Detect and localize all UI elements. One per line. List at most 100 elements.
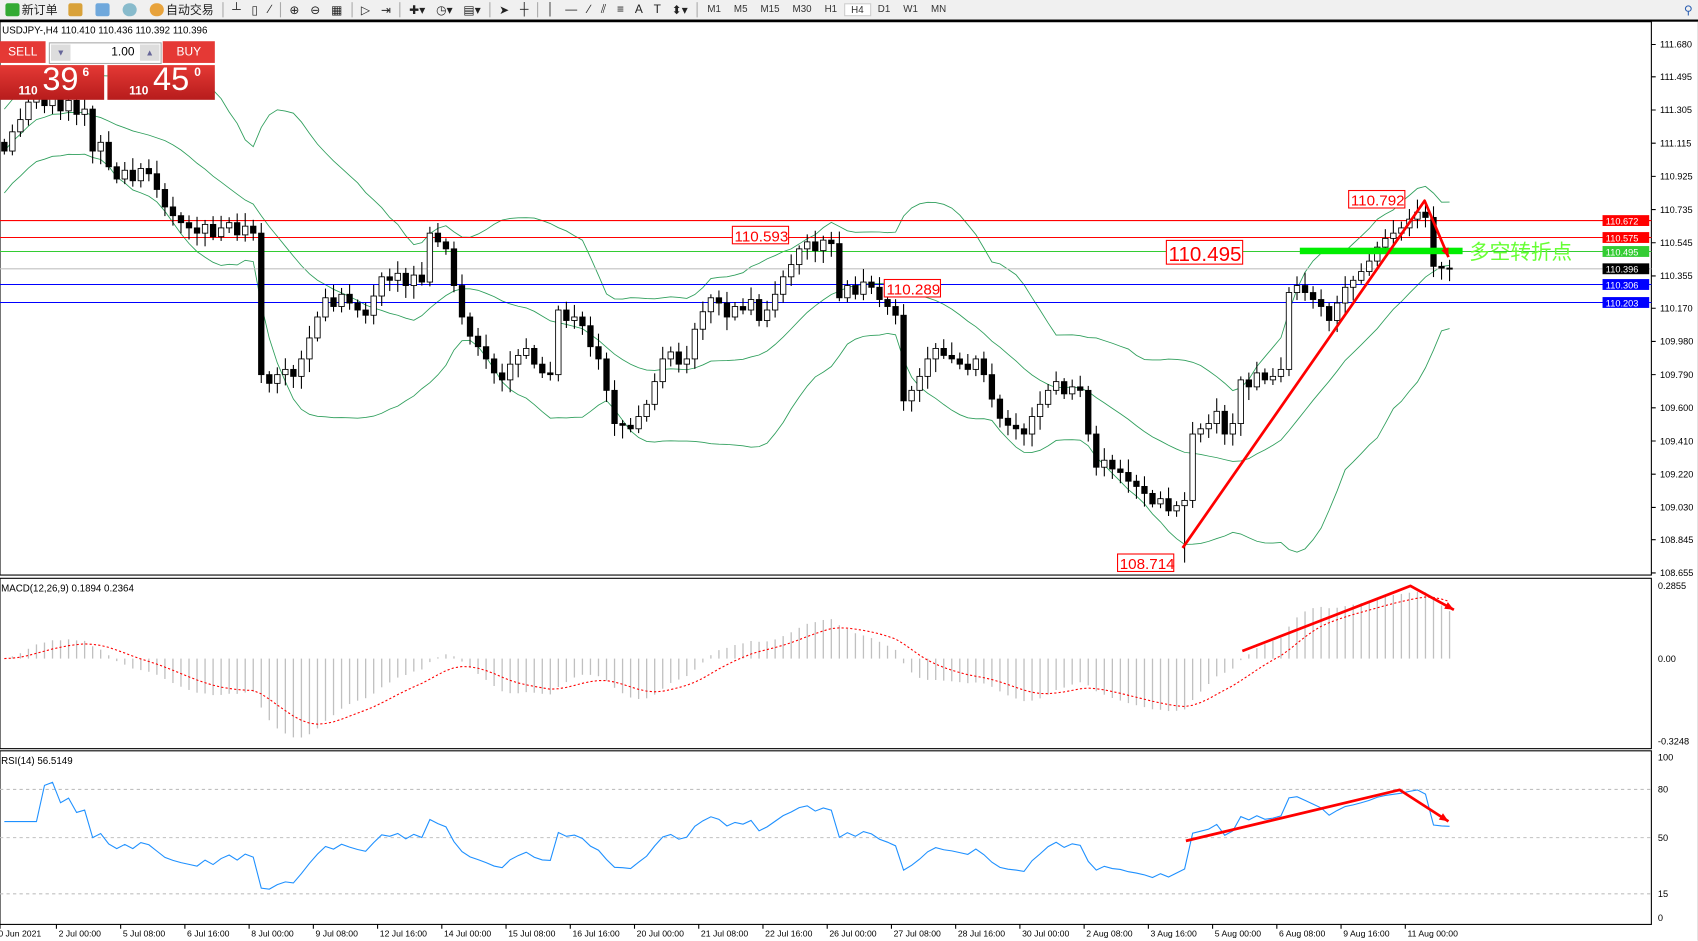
auto-trading-button[interactable]: 自动交易 (144, 1, 219, 18)
candle-body (771, 293, 779, 311)
pivot-annotation: 多空转折点 (1469, 241, 1572, 264)
candle-body (675, 351, 682, 365)
timeframe-h4[interactable]: H4 (843, 3, 872, 17)
timeframe-mn[interactable]: MN (930, 3, 947, 15)
candle (330, 284, 337, 312)
horizontal-line-tool[interactable]: — (565, 3, 578, 17)
candle-body (1125, 472, 1132, 482)
candle (972, 355, 979, 377)
text-label-tool[interactable]: T (653, 3, 661, 17)
candle (683, 345, 690, 374)
time-tick-label: 6 Jul 16:00 (187, 928, 230, 938)
trendline-tool[interactable]: ∕ (587, 3, 590, 17)
candle-body (988, 374, 996, 400)
candle-body (643, 403, 650, 417)
time-tick-label: 30 Jun 2021 (0, 928, 41, 938)
candle-body (89, 108, 96, 152)
candle (1165, 487, 1172, 517)
candle (354, 299, 361, 318)
price-tick-label: 111.680 (1660, 40, 1692, 50)
new-order-icon (5, 3, 20, 17)
timeframe-m15[interactable]: M15 (760, 3, 780, 15)
increase-lot-button[interactable]: ▲ (139, 44, 160, 61)
rsi-tick-label: 80 (1658, 785, 1668, 795)
candle (410, 265, 417, 299)
timeframe-m1[interactable]: M1 (707, 3, 721, 15)
candle-body (755, 299, 763, 321)
candle (619, 420, 626, 439)
periods-button[interactable]: ◷▾ (436, 3, 453, 17)
candlestick-button[interactable]: ▯ (251, 3, 259, 17)
candle (956, 352, 963, 370)
tile-windows-button[interactable]: ▦ (331, 3, 343, 17)
sell-button[interactable]: SELL (0, 41, 46, 63)
candle-body (466, 316, 474, 337)
signals-button[interactable] (117, 1, 144, 18)
macd-signal-line (4, 596, 1450, 725)
auto-trading-icon (149, 3, 164, 17)
candle (771, 281, 779, 318)
chart-shift-button[interactable]: ⇥ (380, 3, 391, 17)
timeframe-m30[interactable]: M30 (792, 3, 812, 15)
channel-tool[interactable]: ⫽ (600, 2, 607, 16)
candle-body (1101, 459, 1108, 468)
sell-price-prefix: 110 (18, 84, 38, 98)
candle (81, 98, 88, 126)
candle (466, 312, 474, 345)
buy-price[interactable]: 110 45 0 (107, 62, 215, 100)
search-icon[interactable]: ⚲ (1683, 3, 1693, 17)
candle-body (780, 276, 787, 295)
bar-chart-button[interactable]: ┴ (232, 3, 241, 17)
candle (603, 352, 610, 402)
history-button[interactable] (63, 1, 90, 18)
timeframe-d1[interactable]: D1 (877, 3, 891, 15)
auto-scroll-button[interactable]: ▷ (360, 3, 371, 17)
candle (643, 399, 650, 422)
candle-body (860, 281, 867, 295)
crosshair-tool[interactable]: ┼ (519, 3, 529, 17)
terminal-button[interactable] (90, 1, 117, 18)
candle-body (667, 351, 674, 360)
price-trend-arrow (1181, 199, 1450, 549)
templates-button[interactable]: ▤▾ (463, 3, 481, 17)
timeframe-w1[interactable]: W1 (903, 3, 918, 15)
sell-price[interactable]: 110 39 6 (0, 62, 105, 100)
candle (290, 364, 297, 388)
candle-body (1036, 403, 1044, 417)
lot-size-field[interactable]: ▼ 1.00 ▲ (48, 42, 162, 65)
bollinger-lower-band (4, 153, 1450, 553)
candle (555, 305, 562, 382)
line-chart-button[interactable]: ∕ (268, 3, 271, 17)
candle (1446, 259, 1453, 282)
candle-body (852, 285, 859, 295)
vertical-line-tool[interactable]: │ (546, 3, 555, 17)
decrease-lot-button[interactable]: ▼ (50, 44, 71, 61)
fibonacci-tool[interactable]: ≡ (617, 3, 624, 17)
price-tick-label: 108.845 (1660, 535, 1693, 545)
zoom-out-button[interactable]: ⊖ (310, 3, 321, 17)
candle (418, 262, 425, 286)
arrows-tool[interactable]: ⬍▾ (671, 3, 688, 17)
candle (563, 301, 570, 329)
candle-body (1061, 381, 1068, 395)
timeframe-h1[interactable]: H1 (824, 3, 838, 15)
candle-body (739, 306, 747, 311)
candle-body (298, 358, 305, 377)
text-tool[interactable]: A (634, 3, 643, 17)
timeframe-m5[interactable]: M5 (733, 3, 748, 15)
candle (611, 380, 618, 436)
candle (121, 162, 128, 185)
zoom-in-button[interactable]: ⊕ (289, 3, 300, 17)
candle (1036, 391, 1044, 430)
candle-body (1309, 292, 1317, 300)
candle (1004, 410, 1012, 436)
new-order-button[interactable]: 新订单 (0, 1, 63, 18)
buy-button[interactable]: BUY (162, 41, 215, 63)
indicators-button[interactable]: ✚▾ (409, 3, 426, 17)
price-tick-label: 111.305 (1660, 105, 1692, 115)
cursor-tool[interactable]: ➤ (499, 3, 510, 17)
price-line-label: 110.575 (1606, 233, 1639, 243)
symbol-info: USDJPY-,H4 110.410 110.436 110.392 110.3… (2, 24, 208, 36)
price-line-label: 110.672 (1606, 216, 1639, 226)
